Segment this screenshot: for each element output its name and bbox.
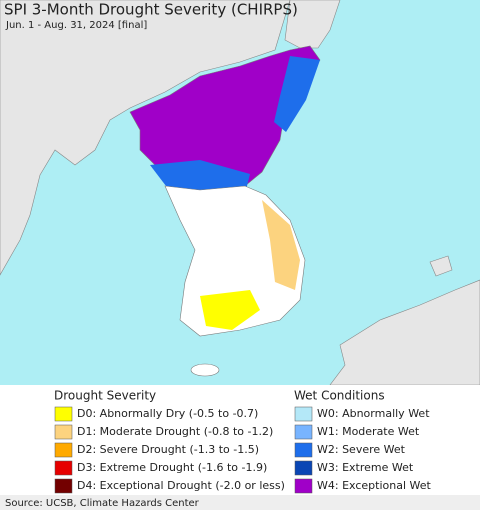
wet-south-strip [150,160,250,192]
legend-label: W4: Exceptional Wet [317,479,432,492]
legend-swatch [294,478,313,494]
legend-swatch [294,406,313,422]
legend-panel [0,385,480,495]
japan-island [429,255,453,277]
wet-east-coast [274,56,320,132]
drought-east [262,200,300,290]
legend-label: D4: Exceptional Drought (-2.0 or less) [77,479,285,492]
legend-swatch [54,478,73,494]
legend-label: D1: Moderate Drought (-0.8 to -1.2) [77,425,273,438]
china-land [0,0,291,276]
legend-title: Wet Conditions [294,389,385,403]
legend-swatch [54,460,73,476]
footer-bar [0,495,480,510]
legend-swatch [54,442,73,458]
legend-swatch [294,460,313,476]
source: Source: UCSB, Climate Hazards Center [5,498,200,509]
legend-label: D0: Abnormally Dry (-0.5 to -0.7) [77,407,258,420]
legend-label: W2: Severe Wet [317,443,406,456]
legend-title: Drought Severity [54,389,156,403]
drought-south [200,290,260,330]
title: SPI 3-Month Drought Severity (CHIRPS) [4,1,298,19]
legend-swatch [54,424,73,440]
legend-label: W1: Moderate Wet [317,425,420,438]
legend-label: D3: Extreme Drought (-1.6 to -1.9) [77,461,267,474]
legend-label: D2: Severe Drought (-1.3 to -1.5) [77,443,259,456]
legend-swatch [54,406,73,422]
legend-label: W0: Abnormally Wet [317,407,430,420]
russia-land [284,0,341,49]
legend-swatch [294,424,313,440]
jeju [190,363,220,377]
legend-swatch [294,442,313,458]
legend-label: W3: Extreme Wet [317,461,414,474]
japan-land [329,279,480,386]
subtitle: Jun. 1 - Aug. 31, 2024 [final] [5,20,147,31]
